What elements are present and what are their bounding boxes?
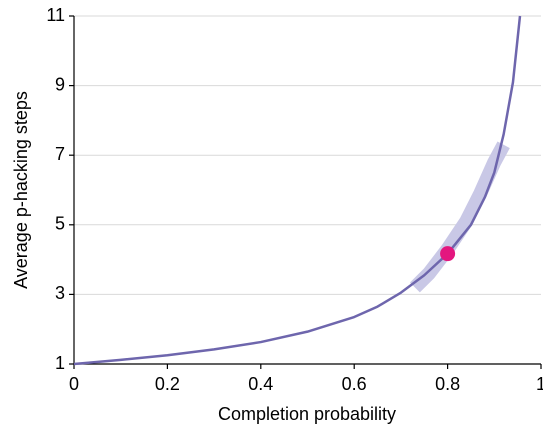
point bbox=[440, 246, 456, 262]
y-tick-label: 7 bbox=[55, 144, 65, 164]
curve bbox=[73, 15, 522, 366]
y-tick-label: 11 bbox=[46, 5, 65, 25]
x-tick-label: 0.2 bbox=[155, 374, 180, 394]
x-axis-title: Completion probability bbox=[218, 404, 396, 424]
x-tick-label: 0.4 bbox=[248, 374, 273, 394]
y-tick-label: 3 bbox=[55, 283, 65, 303]
x-tick-label: 0.8 bbox=[435, 374, 460, 394]
y-tick-label: 1 bbox=[55, 353, 65, 373]
x-tick-label: 0.6 bbox=[342, 374, 367, 394]
y-tick-label: 9 bbox=[55, 74, 65, 94]
x-tick-label: 0 bbox=[69, 374, 79, 394]
x-tick-label: 1 bbox=[536, 374, 543, 394]
y-axis-title: Average p-hacking steps bbox=[11, 91, 31, 289]
band bbox=[409, 141, 510, 293]
y-tick-label: 5 bbox=[55, 214, 65, 234]
